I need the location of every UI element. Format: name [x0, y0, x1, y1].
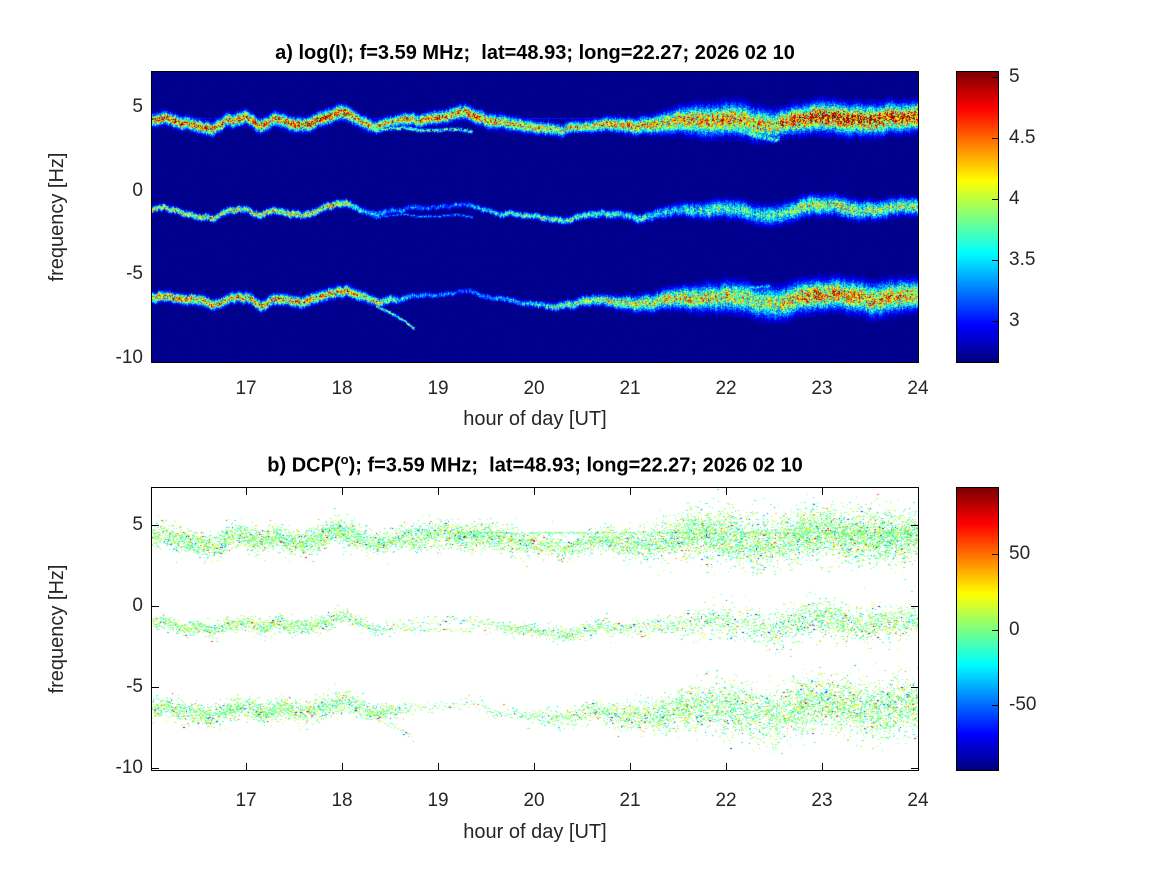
axis-tick-mark [918, 763, 919, 770]
axis-tick-mark [152, 768, 159, 769]
colorbar-a-canvas [957, 72, 998, 362]
y-tick-label: -5 [126, 676, 143, 697]
colorbar-tick-mark [992, 138, 998, 139]
y-tick-label: 5 [132, 96, 143, 117]
panel-b-title-suffix: ); f=3.59 MHz; lat=48.93; long=22.27; 20… [348, 454, 803, 477]
colorbar-tick-mark [992, 705, 998, 706]
y-tick-label: 0 [132, 180, 143, 201]
panel-a-xlabel: hour of day [UT] [463, 408, 607, 430]
x-tick-label: 19 [427, 378, 449, 399]
axis-tick-mark [342, 488, 343, 495]
axis-tick-mark [630, 763, 631, 770]
axis-tick-mark [911, 768, 918, 769]
colorbar-tick-label: 0 [1009, 619, 1020, 640]
axis-tick-mark [911, 606, 918, 607]
colorbar-tick-mark [992, 321, 998, 322]
panel-a-title: a) log(I); f=3.59 MHz; lat=48.93; long=2… [275, 42, 795, 64]
colorbar-tick-label: 4.5 [1009, 127, 1036, 148]
axis-tick-mark [918, 488, 919, 495]
x-tick-label: 17 [235, 378, 257, 399]
axis-tick-mark [534, 763, 535, 770]
panel-b-title-sup: o [340, 452, 349, 467]
x-tick-label: 18 [331, 790, 353, 811]
x-tick-label: 22 [715, 378, 737, 399]
axis-tick-mark [726, 763, 727, 770]
colorbar-tick-label: 3.5 [1009, 249, 1036, 270]
colorbar-a [956, 71, 999, 363]
colorbar-tick-label: 3 [1009, 310, 1020, 331]
x-tick-label: 23 [811, 378, 833, 399]
x-tick-label: 19 [427, 790, 449, 811]
y-tick-label: -10 [115, 757, 143, 778]
y-tick-label: -10 [115, 347, 143, 368]
x-tick-label: 24 [907, 790, 929, 811]
colorbar-tick-label: 5 [1009, 66, 1020, 87]
panel-b-title: b) DCP(o); f=3.59 MHz; lat=48.93; long=2… [152, 452, 918, 478]
spectrogram-a-canvas [152, 72, 918, 362]
axis-tick-mark [246, 488, 247, 495]
x-tick-label: 23 [811, 790, 833, 811]
colorbar-tick-label: -50 [1009, 694, 1037, 715]
axis-tick-mark [911, 525, 918, 526]
panel-a-ylabel: frequency [Hz] [46, 152, 68, 282]
axis-tick-mark [438, 488, 439, 495]
y-tick-label: 5 [132, 514, 143, 535]
panel-b-axes [151, 487, 919, 771]
spectrogram-b-canvas [152, 488, 918, 770]
x-tick-label: 20 [523, 790, 545, 811]
panel-b-xlabel: hour of day [UT] [463, 821, 607, 843]
x-tick-label: 17 [235, 790, 257, 811]
panel-b-ylabel: frequency [Hz] [46, 564, 68, 694]
panel-b-title-prefix: b) DCP( [267, 454, 341, 477]
axis-tick-mark [246, 763, 247, 770]
colorbar-b-canvas [957, 488, 998, 770]
axis-tick-mark [152, 525, 159, 526]
x-tick-label: 24 [907, 378, 929, 399]
y-tick-label: -5 [126, 263, 143, 284]
x-tick-label: 22 [715, 790, 737, 811]
axis-tick-mark [822, 488, 823, 495]
x-tick-label: 18 [331, 378, 353, 399]
axis-tick-mark [152, 606, 159, 607]
colorbar-tick-mark [992, 260, 998, 261]
axis-tick-mark [630, 488, 631, 495]
colorbar-tick-mark [992, 199, 998, 200]
x-tick-label: 21 [619, 378, 641, 399]
colorbar-tick-label: 4 [1009, 188, 1020, 209]
axis-tick-mark [534, 488, 535, 495]
panel-a-axes [151, 71, 919, 363]
x-tick-label: 20 [523, 378, 545, 399]
axis-tick-mark [911, 687, 918, 688]
colorbar-tick-mark [992, 77, 998, 78]
colorbar-b [956, 487, 999, 771]
colorbar-tick-mark [992, 554, 998, 555]
axis-tick-mark [726, 488, 727, 495]
colorbar-tick-mark [992, 630, 998, 631]
y-tick-label: 0 [132, 595, 143, 616]
axis-tick-mark [438, 763, 439, 770]
axis-tick-mark [152, 687, 159, 688]
axis-tick-mark [342, 763, 343, 770]
colorbar-tick-label: 50 [1009, 543, 1031, 564]
x-tick-label: 21 [619, 790, 641, 811]
axis-tick-mark [822, 763, 823, 770]
